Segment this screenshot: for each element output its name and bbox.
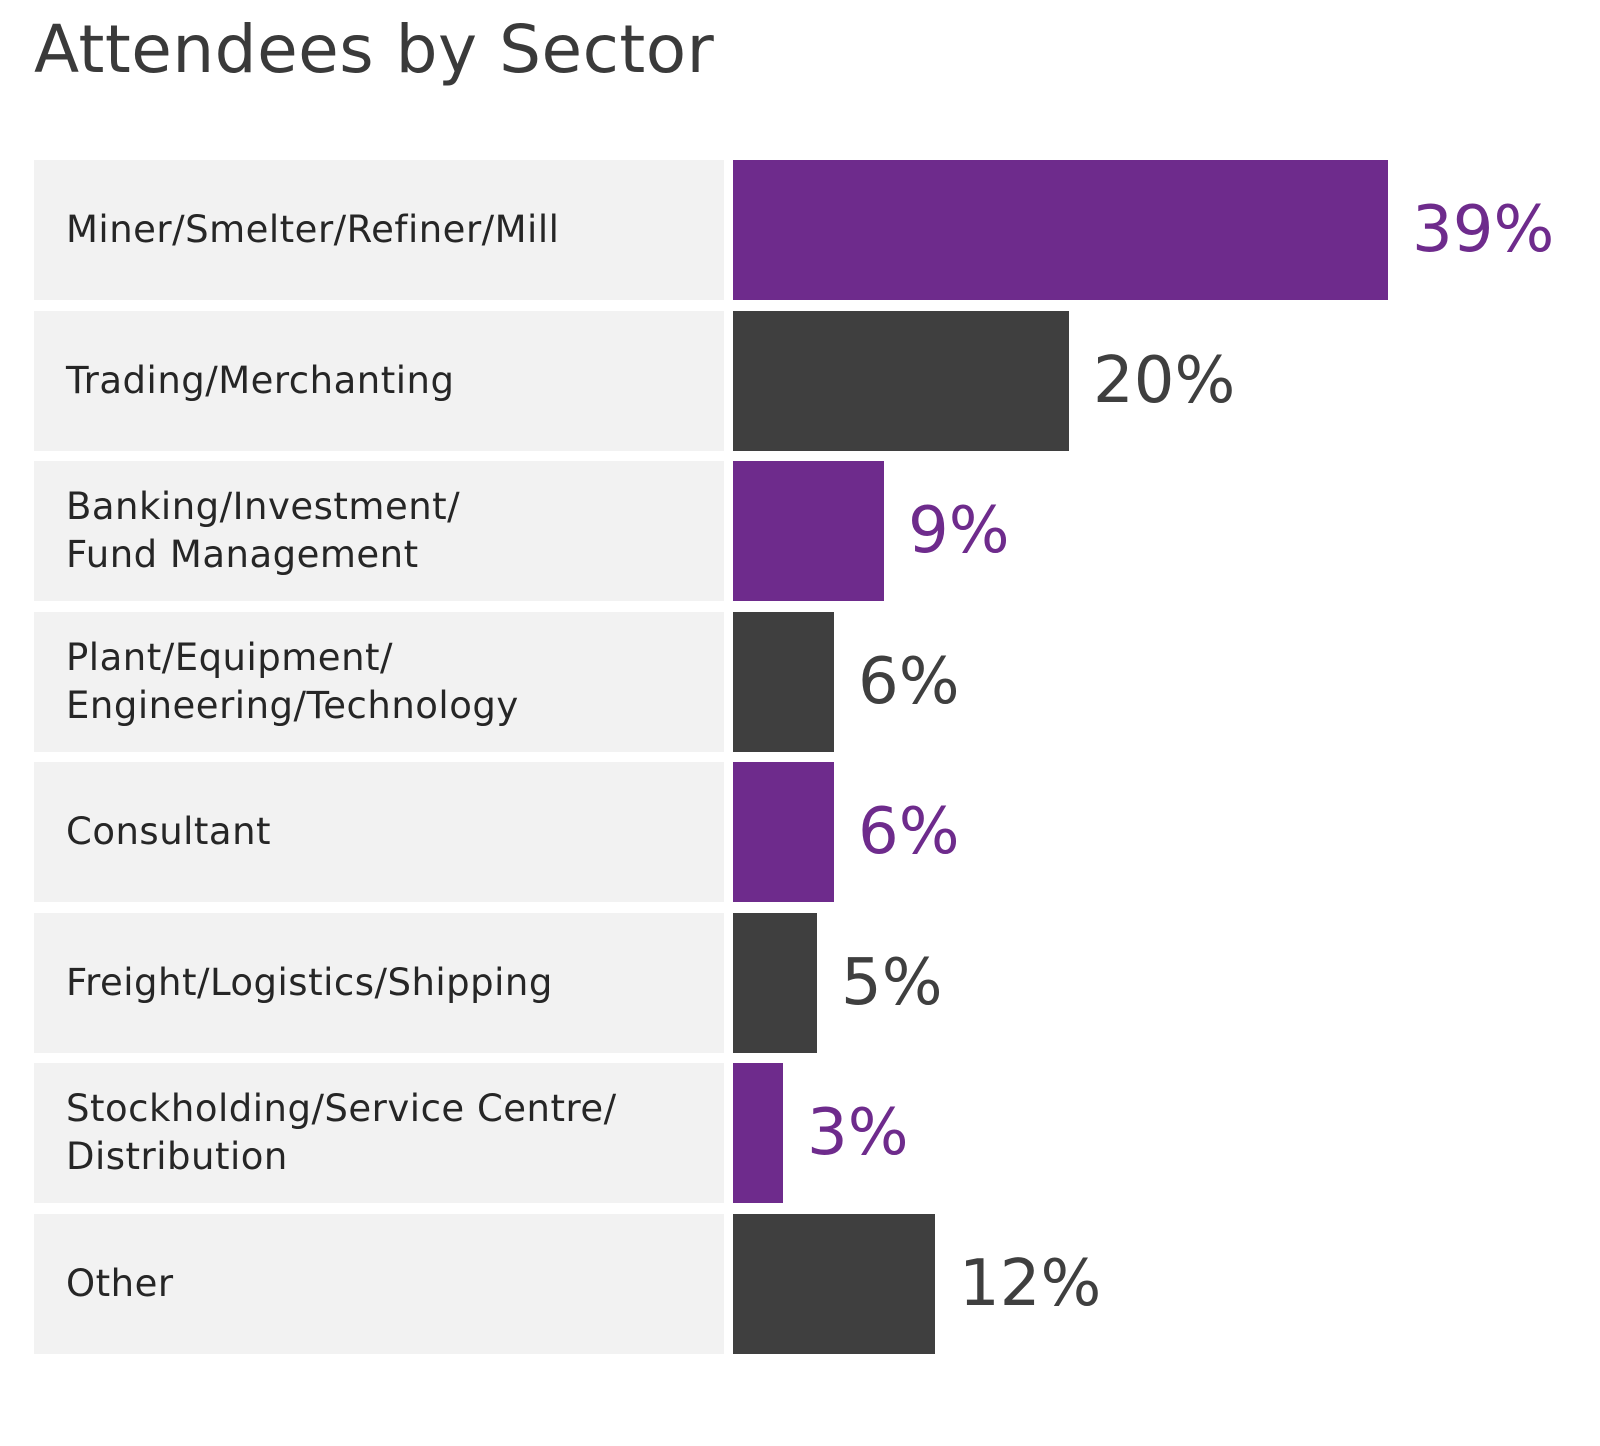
category-row: Freight/Logistics/Shipping <box>34 913 724 1053</box>
category-label: Freight/Logistics/Shipping <box>66 961 553 1004</box>
bar <box>733 461 884 601</box>
value-label: 39% <box>1412 193 1555 267</box>
bar <box>733 913 817 1053</box>
category-row: Miner/Smelter/Refiner/Mill <box>34 160 724 300</box>
bar <box>733 1214 935 1354</box>
category-row: Stockholding/Service Centre/ Distributio… <box>34 1063 724 1203</box>
value-label: 9% <box>908 494 1010 568</box>
category-label: Plant/Equipment/ Engineering/Technology <box>66 636 519 727</box>
category-label: Banking/Investment/ Fund Management <box>66 485 461 576</box>
bar <box>733 762 834 902</box>
category-label: Trading/Merchanting <box>66 359 455 402</box>
value-label: 3% <box>807 1096 909 1170</box>
chart-title: Attendees by Sector <box>34 11 715 88</box>
category-row: Trading/Merchanting <box>34 311 724 451</box>
bar <box>733 612 834 752</box>
category-row: Other <box>34 1214 724 1354</box>
value-label: 6% <box>858 795 960 869</box>
value-label: 12% <box>959 1247 1102 1321</box>
category-row: Plant/Equipment/ Engineering/Technology <box>34 612 724 752</box>
bar <box>733 160 1388 300</box>
value-label: 6% <box>858 645 960 719</box>
value-label: 20% <box>1093 344 1236 418</box>
value-label: 5% <box>841 946 943 1020</box>
category-row: Banking/Investment/ Fund Management <box>34 461 724 601</box>
category-label: Stockholding/Service Centre/ Distributio… <box>66 1087 617 1178</box>
category-row: Consultant <box>34 762 724 902</box>
category-label: Miner/Smelter/Refiner/Mill <box>66 208 560 251</box>
category-label: Other <box>66 1262 174 1305</box>
bar <box>733 311 1069 451</box>
bar <box>733 1063 783 1203</box>
category-label: Consultant <box>66 810 272 853</box>
